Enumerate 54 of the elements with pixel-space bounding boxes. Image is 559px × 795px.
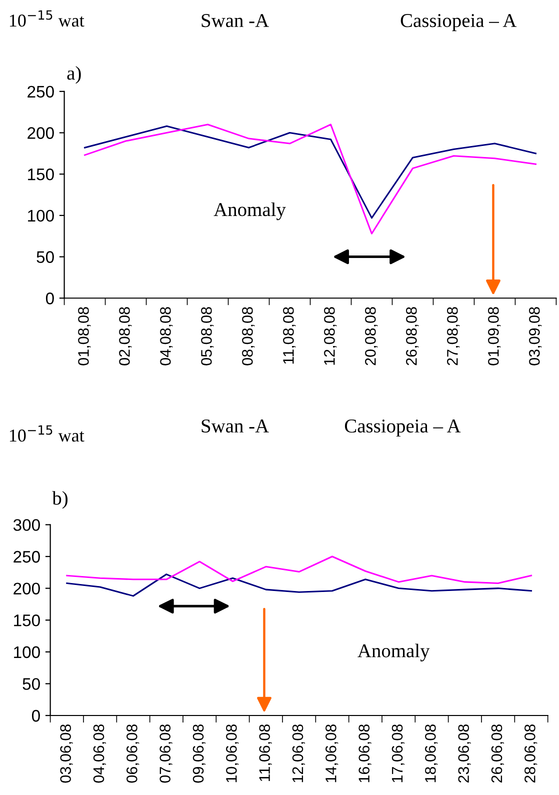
- y-axis-title: 10$^{−15}$ wat: [10, 425, 84, 442]
- y-tick-label: 100: [28, 210, 54, 222]
- line-series: [84, 125, 536, 219]
- x-tick-label: 17,06,08: [392, 724, 404, 782]
- y-tick-label: 100: [14, 646, 40, 658]
- line-series: [66, 574, 532, 597]
- text: Swan -A: [202, 14, 269, 28]
- x-tick-label: 11,08,08: [283, 307, 296, 364]
- x-tick-label: 27,08,08: [447, 307, 460, 366]
- x-tick-label: 01,09,08: [488, 307, 501, 366]
- x-tick-label: 07,06,08: [160, 724, 172, 783]
- y-tick-label: 150: [14, 614, 40, 626]
- x-tick-label: 10,06,08: [226, 724, 239, 782]
- x-tick-label: 16,06,08: [358, 724, 372, 782]
- text: Swan -A: [202, 420, 269, 433]
- y-tick-label: 250: [28, 86, 54, 98]
- x-tick-label: 09,06,08: [192, 724, 206, 783]
- annotation: Anomaly: [358, 644, 430, 662]
- y-tick-label: 300: [13, 519, 40, 531]
- line-series: [84, 124, 536, 234]
- text: Cassiopeia – A: [344, 420, 461, 437]
- x-tick-label: 04,08,08: [160, 307, 173, 366]
- annotation: Anomaly: [214, 202, 286, 220]
- y-tick-label: 50: [22, 678, 40, 690]
- y-axis-title: 10$^{−15}$ wat: [10, 10, 84, 27]
- x-tick-label: 04,06,08: [93, 724, 106, 783]
- x-tick-label: 01,08,08: [78, 307, 91, 366]
- x-tick-label: 06,06,08: [126, 724, 140, 783]
- text: a): [67, 66, 81, 84]
- x-tick-label: 03,09,08: [528, 307, 542, 366]
- y-tick-label: 200: [14, 582, 40, 595]
- x-tick-label: 20,08,08: [365, 307, 378, 366]
- text: b): [52, 491, 68, 509]
- x-tick-label: 02,08,08: [119, 307, 132, 366]
- x-tick-label: 12,06,08: [292, 724, 305, 782]
- x-tick-label: 11,06,08: [259, 724, 272, 782]
- x-tick-label: 18,06,08: [425, 724, 438, 782]
- x-tick-label: 05,08,08: [201, 307, 214, 366]
- x-tick-label: 26,06,08: [491, 724, 504, 783]
- y-tick-label: 150: [28, 168, 54, 180]
- x-tick-label: 12,08,08: [324, 307, 337, 365]
- x-tick-label: 03,06,08: [60, 724, 73, 783]
- x-tick-label: 26,08,08: [406, 307, 419, 366]
- text: Cassiopeia – A: [400, 14, 517, 32]
- x-tick-label: 08,08,08: [242, 307, 255, 366]
- x-tick-label: 23,06,08: [458, 724, 471, 783]
- y-tick-label: 0: [32, 710, 40, 722]
- line-series: [66, 556, 532, 584]
- x-tick-label: 14,06,08: [326, 724, 338, 782]
- y-tick-label: 200: [28, 127, 54, 139]
- y-tick-label: 0: [46, 292, 54, 304]
- y-tick-label: 250: [14, 550, 40, 563]
- y-tick-label: 50: [36, 251, 54, 263]
- x-tick-label: 28,06,08: [524, 724, 538, 783]
